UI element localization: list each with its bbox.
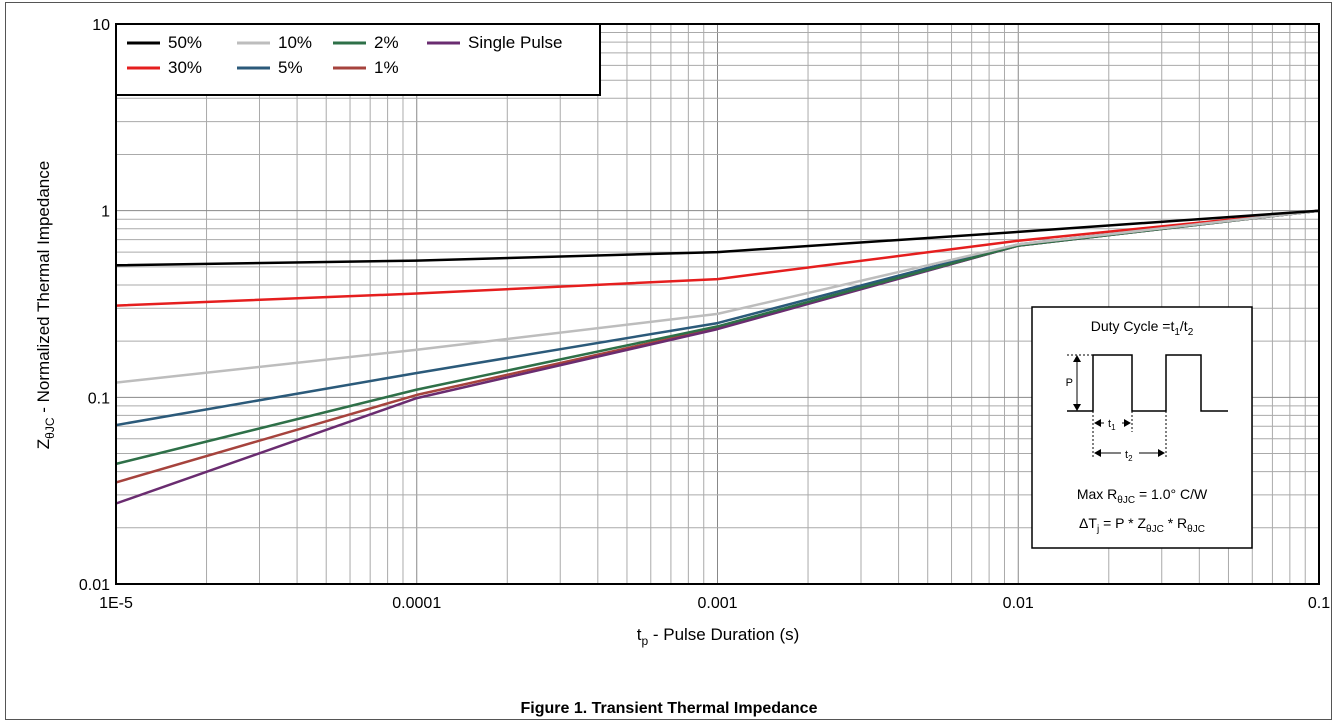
legend-label: 2%	[374, 33, 399, 52]
p-label: P	[1066, 377, 1073, 389]
series-line-30-	[115, 209, 1320, 307]
series-lines	[115, 209, 1320, 505]
x-tick-label: 0.001	[697, 595, 737, 612]
legend-item-10-: 10%	[237, 33, 312, 52]
legend-item-2-: 2%	[333, 33, 399, 52]
delta-t-c: = P * Z	[1099, 515, 1146, 531]
series-line-10-	[115, 209, 1320, 384]
x-axis-label: tp - Pulse Duration (s)	[637, 625, 800, 648]
y-axis-label-sub: θJC	[43, 417, 57, 439]
legend-label: 50%	[168, 33, 202, 52]
y-tick-label: 0.1	[88, 390, 110, 407]
y-tick-label: 0.01	[79, 577, 110, 594]
legend: 50% 10% 2% Single Pulse 30% 5% 1%	[115, 23, 601, 96]
legend-item-50-: 50%	[127, 33, 202, 52]
t2-arrow-left	[1094, 449, 1101, 457]
t1-sub: 1	[1111, 423, 1116, 432]
y-axis-label-rest: - Normalized Thermal Impedance	[34, 161, 53, 418]
p-arrow-down	[1073, 404, 1081, 411]
t1-main: t	[1108, 418, 1111, 430]
t1-arrow-left	[1094, 419, 1101, 427]
delta-t-f: θJC	[1187, 524, 1205, 535]
t2-label-bg	[1121, 446, 1139, 461]
y-tick-labels: 0.01 0.1 1 10	[79, 17, 110, 594]
legend-label: 1%	[374, 58, 399, 77]
y-axis-label-main: Z	[34, 439, 53, 449]
legend-item-30-: 30%	[127, 58, 202, 77]
plot-border	[115, 23, 1320, 585]
legend-label: Single Pulse	[468, 33, 563, 52]
legend-box	[115, 23, 601, 96]
x-axis-label-main: t	[637, 625, 642, 644]
x-tick-labels: 1E-5 0.0001 0.001 0.01 0.1	[99, 595, 1330, 612]
duty-cycle-mid: /t	[1180, 318, 1188, 334]
duty-cycle-sub1: 1	[1174, 327, 1180, 338]
legend-items: 50% 10% 2% Single Pulse 30% 5% 1%	[127, 33, 563, 77]
y-tick-label: 1	[101, 204, 110, 221]
t1-label-bg	[1104, 415, 1122, 430]
inset-max-r: Max RθJC = 1.0° C/W	[1077, 486, 1208, 506]
delta-t-d: θJC	[1146, 524, 1164, 535]
t2-label: t2	[1125, 449, 1133, 463]
inset-duty-cycle-label: Duty Cycle =t1/t2	[1091, 318, 1194, 338]
legend-label: 30%	[168, 58, 202, 77]
series-line-50-	[115, 209, 1320, 267]
t1-arrow-right	[1124, 419, 1131, 427]
legend-item-single-pulse: Single Pulse	[427, 33, 563, 52]
delta-t-a: ΔT	[1079, 515, 1097, 531]
figure-caption: Figure 1. Transient Thermal Impedance	[521, 700, 818, 717]
duty-cycle-inset: Duty Cycle =t1/t2 P t1 t2 Max RθJC = 1.0…	[1031, 306, 1253, 549]
p-arrow-up	[1073, 355, 1081, 362]
legend-label: 5%	[278, 58, 303, 77]
x-tick-label: 0.1	[1308, 595, 1330, 612]
inset-delta-t: ΔTj = P * ZθJC * RθJC	[1079, 515, 1205, 535]
max-r-b: θJC	[1117, 495, 1135, 506]
x-tick-label: 0.0001	[392, 595, 441, 612]
legend-label: 10%	[278, 33, 312, 52]
max-r-a: Max R	[1077, 486, 1117, 502]
legend-item-1-: 1%	[333, 58, 399, 77]
t2-arrow-right	[1158, 449, 1165, 457]
t2-main: t	[1125, 449, 1128, 461]
y-tick-label: 10	[92, 17, 110, 34]
t1-label: t1	[1108, 418, 1116, 432]
legend-item-5-: 5%	[237, 58, 303, 77]
x-tick-label: 1E-5	[99, 595, 133, 612]
y-axis-label: ZθJC - Normalized Thermal Impedance	[34, 161, 57, 449]
inset-box	[1031, 306, 1253, 549]
duty-cycle-main: Duty Cycle =t	[1091, 318, 1175, 334]
pulse-waveform	[1067, 354, 1228, 412]
delta-t-e: * R	[1164, 515, 1187, 531]
delta-t-b: j	[1096, 524, 1099, 535]
t2-sub: 2	[1128, 454, 1133, 463]
duty-cycle-sub2: 2	[1188, 327, 1194, 338]
x-tick-label: 0.01	[1003, 595, 1034, 612]
max-r-c: = 1.0° C/W	[1135, 486, 1208, 502]
figure-frame	[5, 2, 1332, 720]
x-axis-label-sub: p	[641, 634, 648, 648]
x-axis-label-rest: - Pulse Duration (s)	[648, 625, 799, 644]
